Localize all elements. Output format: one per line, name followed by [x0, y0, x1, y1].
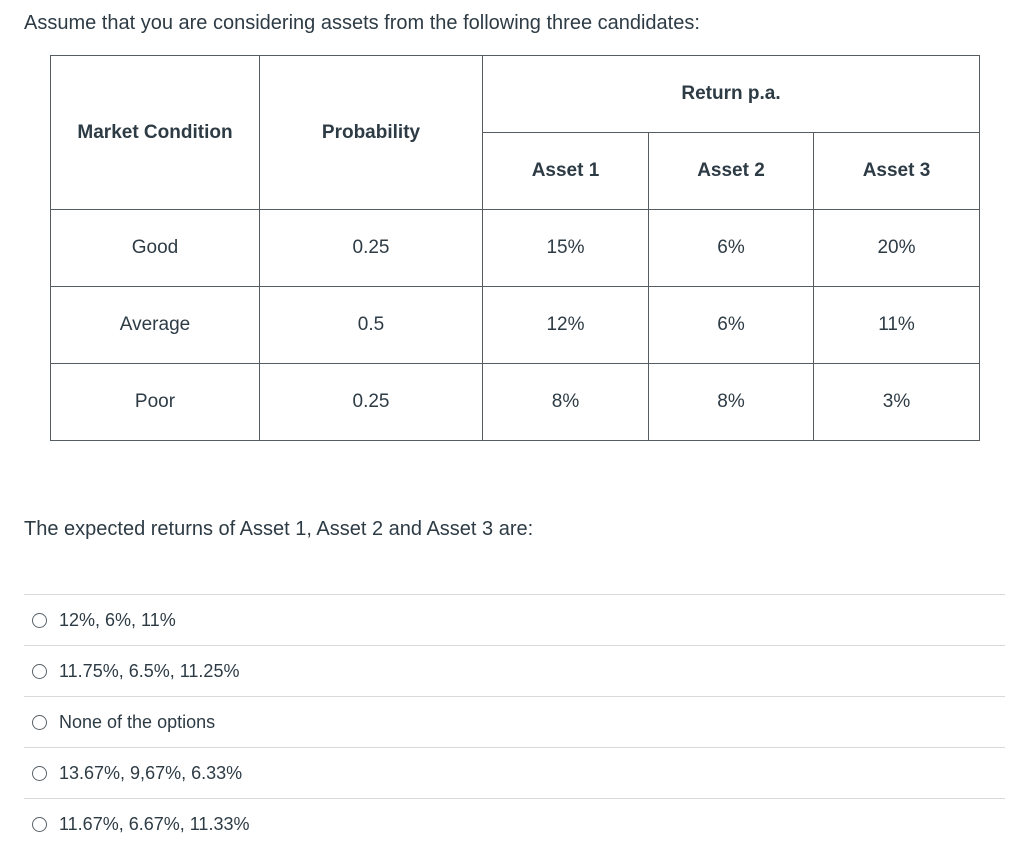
radio-button-icon[interactable]	[32, 765, 47, 781]
option-label: 12%, 6%, 11%	[59, 609, 176, 630]
probability-cell: 0.25	[259, 363, 483, 441]
return-cell: 11%	[812, 286, 981, 364]
option-label: 13.67%, 9,67%, 6.33%	[59, 762, 243, 783]
return-cell: 15%	[482, 209, 649, 287]
option-label: None of the options	[59, 711, 216, 732]
table-row: Average 0.5 12% 6% 11%	[50, 286, 981, 364]
radio-button-icon[interactable]	[32, 714, 47, 730]
header-asset-2: Asset 2	[648, 132, 814, 210]
answer-options: 12%, 6%, 11% 11.75%, 6.5%, 11.25% None o…	[24, 594, 1005, 849]
return-cell: 6%	[648, 286, 814, 364]
option-label: 11.75%, 6.5%, 11.25%	[59, 660, 240, 681]
answer-option-1[interactable]: 12%, 6%, 11%	[24, 594, 1005, 645]
option-label: 11.67%, 6.67%, 11.33%	[59, 813, 250, 834]
answer-option-4[interactable]: 13.67%, 9,67%, 6.33%	[24, 747, 1005, 798]
returns-table: Market Condition Probability Return p.a.…	[50, 55, 981, 441]
header-probability: Probability	[259, 55, 483, 210]
question-text: The expected returns of Asset 1, Asset 2…	[24, 518, 534, 540]
return-cell: 6%	[648, 209, 814, 287]
return-cell: 8%	[482, 363, 649, 441]
answer-option-2[interactable]: 11.75%, 6.5%, 11.25%	[24, 645, 1005, 696]
return-cell: 3%	[812, 363, 981, 441]
header-asset-1: Asset 1	[482, 132, 649, 210]
answer-option-5[interactable]: 11.67%, 6.67%, 11.33%	[24, 798, 1005, 849]
header-asset-3: Asset 3	[812, 132, 981, 210]
intro-text: Assume that you are considering assets f…	[24, 12, 700, 34]
probability-cell: 0.5	[259, 286, 483, 364]
condition-cell: Poor	[50, 363, 260, 441]
return-cell: 20%	[812, 209, 981, 287]
return-cell: 8%	[648, 363, 814, 441]
header-market-condition: Market Condition	[50, 55, 260, 210]
header-return-pa: Return p.a.	[481, 55, 981, 133]
radio-button-icon[interactable]	[32, 612, 47, 628]
condition-cell: Average	[50, 286, 260, 364]
table-row: Good 0.25 15% 6% 20%	[50, 209, 981, 287]
table-row: Poor 0.25 8% 8% 3%	[50, 363, 981, 441]
radio-button-icon[interactable]	[32, 816, 47, 832]
return-cell: 12%	[482, 286, 649, 364]
condition-cell: Good	[50, 209, 260, 287]
probability-cell: 0.25	[259, 209, 483, 287]
answer-option-3[interactable]: None of the options	[24, 696, 1005, 747]
radio-button-icon[interactable]	[32, 663, 47, 679]
